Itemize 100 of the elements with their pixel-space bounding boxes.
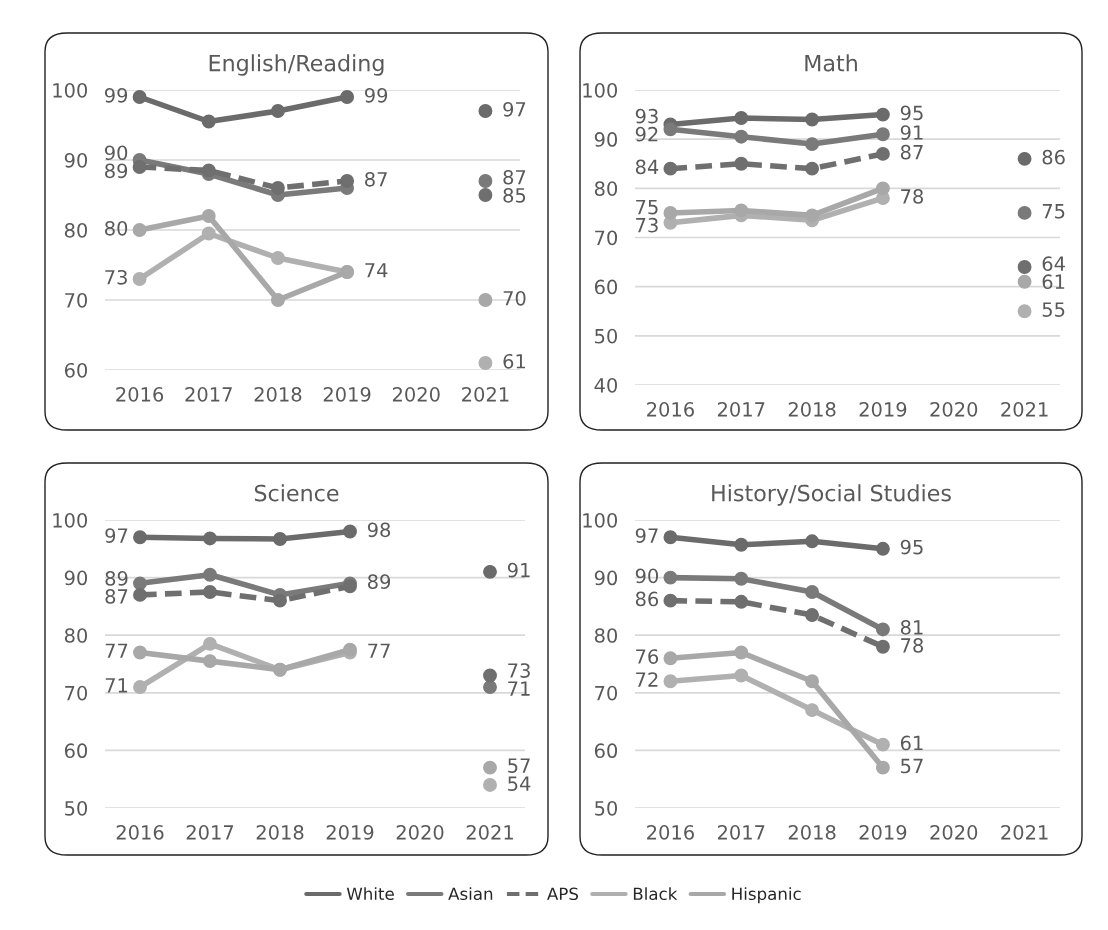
y-tick-label: 60 [64,362,88,378]
y-tick-label: 80 [594,628,618,643]
y-tick-label: 70 [65,685,88,701]
x-tick-label: 2017 [717,402,765,417]
data-label: 61 [503,353,526,369]
x-tick-label: 2020 [392,387,440,402]
data-label: 73 [636,217,658,233]
data-label: 87 [503,169,526,185]
x-tick-label: 2017 [185,387,232,402]
x-tick-label: 2020 [930,825,978,840]
y-tick-label: 70 [595,230,618,246]
x-tick-label: 2021 [1001,402,1048,417]
data-label: 70 [503,290,526,306]
x-tick-label: 2018 [788,402,836,417]
data-label: 98 [367,522,391,538]
data-label: 85 [503,187,526,203]
data-label: 80 [105,220,128,236]
y-tick-label: 50 [65,800,88,816]
chart-title: Math [805,54,857,72]
x-tick-label: 2018 [788,825,836,840]
data-label: 99 [364,87,388,103]
y-tick-label: 50 [595,800,618,816]
data-label: 89 [105,163,128,179]
y-tick-label: 100 [53,512,88,528]
data-label: 89 [105,571,128,586]
x-tick-label: 2020 [930,402,978,417]
data-label: 93 [635,108,658,124]
data-label: 84 [635,159,659,175]
data-label: 64 [1042,256,1065,271]
legend-label: Black [633,887,678,901]
y-tick-label: 80 [64,628,88,643]
data-label: 87 [900,144,923,160]
x-tick-label: 2019 [859,402,907,417]
y-tick-label: 100 [53,82,88,98]
data-label: 73 [508,663,530,678]
data-label: 97 [105,528,128,543]
y-tick-label: 40 [594,377,618,393]
y-tick-label: 70 [65,292,88,308]
data-label: 55 [1042,302,1065,317]
data-label: 87 [365,171,387,187]
data-label: 57 [508,758,530,773]
x-tick-label: 2016 [116,387,164,402]
legend-label: Asian [448,887,493,901]
chart-title: English/Reading [209,54,384,76]
y-tick-label: 60 [594,279,618,295]
data-label: 91 [507,562,530,578]
data-label: 71 [105,678,128,693]
x-tick-label: 2017 [186,825,234,840]
data-label: 75 [636,199,658,215]
y-tick-label: 70 [595,685,618,701]
data-label: 92 [635,126,658,142]
x-tick-label: 2021 [466,825,513,840]
y-tick-label: 80 [594,181,618,196]
data-label: 97 [635,528,658,543]
chart-title: History/Social Studies [712,484,951,506]
x-tick-label: 2016 [647,402,694,417]
data-label: 89 [367,574,391,589]
x-tick-label: 2018 [256,825,304,840]
chart-title: Science [254,484,339,502]
data-label: 61 [1042,274,1065,290]
data-label: 95 [900,539,923,555]
x-tick-label: 2021 [462,387,509,402]
legend-label: White [346,887,394,901]
y-tick-label: 50 [595,328,618,344]
data-label: 90 [104,145,128,161]
data-label: 61 [900,735,923,751]
data-label: 75 [1042,204,1065,219]
y-tick-label: 100 [583,82,618,98]
x-tick-label: 2020 [396,825,444,840]
x-tick-label: 2016 [647,825,694,840]
data-label: 78 [901,189,923,204]
data-label: 99 [104,87,128,103]
data-label: 73 [105,269,127,285]
y-tick-label: 100 [583,512,618,528]
data-label: 72 [636,672,658,687]
y-tick-label: 60 [64,743,88,759]
y-tick-label: 90 [64,570,88,586]
data-label: 90 [635,568,659,584]
data-label: 87 [105,589,128,604]
data-label: 86 [635,591,659,607]
data-label: 76 [636,649,659,664]
data-label: 78 [901,638,923,653]
data-label: 81 [900,619,923,635]
y-tick-label: 90 [594,132,618,147]
y-tick-label: 80 [64,222,88,238]
x-tick-label: 2018 [254,387,302,402]
data-label: 74 [365,263,388,278]
data-label: 57 [901,758,923,774]
legend-label: Hispanic [732,887,801,904]
y-tick-label: 90 [594,570,618,586]
data-label: 54 [508,776,531,791]
data-label: 91 [900,125,923,140]
data-label: 97 [503,101,526,117]
x-tick-label: 2016 [116,825,164,840]
data-label: 86 [1042,149,1065,165]
y-tick-label: 60 [594,743,618,759]
x-tick-label: 2019 [859,825,907,840]
data-label: 95 [900,105,923,121]
x-tick-label: 2021 [1001,825,1048,840]
data-label: 77 [105,643,128,658]
